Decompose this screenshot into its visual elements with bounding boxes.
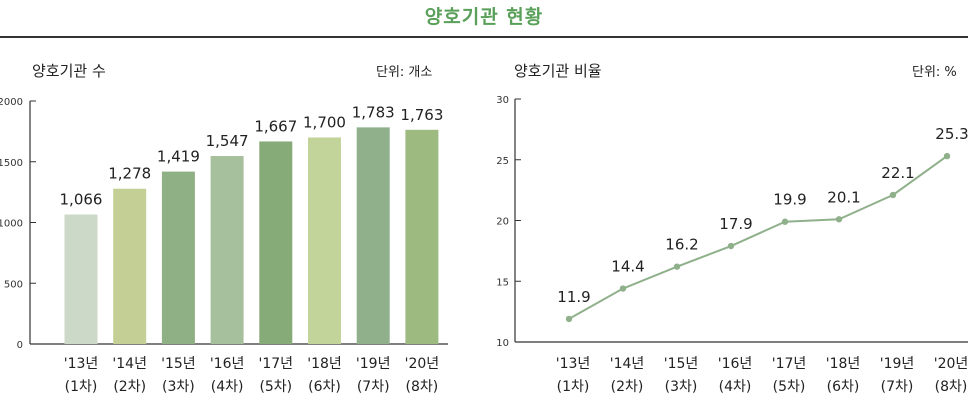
line-point-5	[835, 216, 843, 223]
bar-x-label-3: '16년	[210, 356, 245, 372]
bar-x-sublabel-5: (6차)	[308, 379, 341, 395]
title-divider	[0, 36, 968, 38]
bar-x-label-1: '14년	[112, 356, 147, 372]
line-x-sublabel-4: (5차)	[773, 379, 806, 395]
bar-data-label-3: 1,547	[206, 132, 249, 150]
line-chart-unit: 단위: %	[912, 65, 957, 80]
line-x-sublabel-5: (6차)	[827, 379, 860, 395]
line-x-label-3: '16년	[718, 356, 753, 372]
line-x-sublabel-1: (2차)	[611, 379, 644, 395]
bar-y-tick-label-1: 500	[4, 279, 23, 290]
line-data-label-0: 11.9	[557, 288, 590, 306]
line-point-6	[889, 191, 897, 199]
bar-chart-title: 양호기관 수	[32, 62, 106, 80]
line-x-label-0: '13년	[556, 356, 591, 372]
bar-x-label-4: '17년	[259, 356, 294, 372]
bar-x-label-2: '15년	[161, 356, 196, 372]
bar-chart-unit: 단위: 개소	[376, 65, 433, 80]
bar-3	[210, 156, 244, 344]
line-data-label-7: 25.3	[935, 125, 968, 143]
line-data-label-2: 16.2	[665, 236, 698, 254]
line-point-1	[619, 285, 627, 292]
bar-x-sublabel-4: (5차)	[259, 379, 292, 395]
line-x-label-2: '15년	[664, 356, 699, 372]
bar-x-sublabel-7: (8차)	[406, 379, 439, 395]
bar-data-label-7: 1,763	[400, 106, 443, 124]
line-x-sublabel-3: (4차)	[719, 379, 752, 395]
line-x-label-4: '17년	[772, 356, 807, 372]
line-point-2	[673, 263, 681, 270]
bar-x-label-0: '13년	[64, 356, 99, 372]
bar-data-label-0: 1,066	[60, 190, 103, 208]
line-x-sublabel-0: (1차)	[557, 379, 590, 395]
bar-x-label-7: '20년	[405, 356, 440, 372]
line-x-label-6: '19년	[880, 356, 915, 372]
line-y-tick-label-2: 20	[496, 217, 509, 228]
bar-x-sublabel-0: (1차)	[65, 379, 98, 395]
bar-data-label-4: 1,667	[254, 117, 297, 135]
bar-0	[64, 214, 98, 344]
line-x-sublabel-6: (7차)	[881, 379, 914, 395]
bar-5	[308, 137, 341, 344]
line-y-tick-label-0: 10	[496, 338, 509, 349]
line-point-7	[943, 152, 951, 160]
bar-2	[161, 171, 195, 344]
line-x-sublabel-2: (3차)	[665, 379, 698, 395]
line-data-label-6: 22.1	[881, 164, 914, 182]
line-point-4	[781, 218, 789, 225]
bar-data-label-5: 1,700	[303, 113, 346, 131]
line-point-3	[727, 242, 735, 250]
bar-x-label-5: '18년	[307, 356, 342, 372]
line-series	[568, 155, 948, 320]
line-x-label-5: '18년	[826, 356, 861, 372]
bar-y-tick-label-2: 1000	[0, 219, 23, 230]
bar-y-tick-label-3: 1500	[0, 158, 23, 169]
bar-y-tick-label-0: 0	[17, 340, 23, 351]
bar-data-label-1: 1,278	[108, 165, 151, 183]
line-x-label-7: '20년	[934, 356, 968, 372]
bar-6	[356, 127, 390, 344]
line-x-sublabel-7: (8차)	[935, 379, 968, 395]
bar-x-label-6: '19년	[356, 356, 391, 372]
line-x-label-1: '14년	[610, 356, 645, 372]
bar-data-label-2: 1,419	[157, 148, 200, 166]
page-title: 양호기관 현황	[424, 6, 544, 28]
bar-x-sublabel-6: (7차)	[357, 379, 390, 395]
bar-1	[113, 188, 147, 344]
line-chart-title: 양호기관 비율	[514, 62, 602, 80]
bar-data-label-6: 1,783	[352, 103, 395, 121]
line-data-label-3: 17.9	[719, 215, 752, 233]
bar-7	[405, 129, 439, 344]
bar-x-sublabel-2: (3차)	[162, 379, 195, 395]
line-y-tick-label-1: 15	[496, 277, 509, 288]
line-y-tick-label-4: 30	[496, 95, 509, 106]
line-data-label-4: 19.9	[773, 191, 806, 209]
bar-y-tick-label-4: 2000	[0, 97, 23, 108]
line-y-tick-label-3: 25	[496, 156, 509, 167]
line-data-label-5: 20.1	[827, 188, 860, 206]
line-point-0	[565, 315, 573, 323]
bar-x-sublabel-1: (2차)	[113, 379, 146, 395]
bar-x-sublabel-3: (4차)	[211, 379, 244, 395]
bar-4	[259, 141, 293, 344]
line-data-label-1: 14.4	[611, 258, 644, 276]
